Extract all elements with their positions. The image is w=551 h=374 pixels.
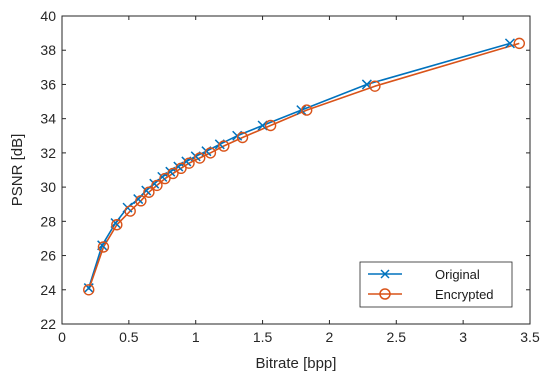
encrypted-point [218, 140, 230, 152]
encrypted-point [204, 147, 217, 159]
y-tick-label: 24 [40, 282, 56, 298]
encrypted-point [183, 157, 195, 169]
encrypted-point [111, 219, 123, 231]
axis-ticks: 0 0.5 1 1.5 2 2.5 3 3.5 22 24 26 28 30 32 34 36 38 40 [40, 8, 540, 345]
encrypted-point [143, 186, 155, 198]
x-tick-label: 0.5 [119, 329, 139, 345]
y-tick-label: 30 [40, 179, 56, 195]
original-point [257, 120, 268, 131]
encrypted-point [513, 37, 526, 50]
encrypted-point [83, 284, 95, 296]
y-tick-label: 28 [40, 213, 56, 229]
y-axis-title: PSNR [dB] [9, 134, 26, 207]
encrypted-point [97, 241, 110, 253]
legend-original-label: Original [435, 267, 480, 282]
y-tick-label: 40 [40, 8, 56, 24]
x-tick-label: 0 [58, 329, 66, 345]
original-point [504, 38, 515, 49]
y-tick-label: 32 [40, 145, 56, 161]
y-tick-label: 36 [40, 76, 56, 92]
encrypted-point [264, 119, 277, 132]
encrypted-point [175, 162, 187, 174]
encrypted-point [167, 167, 179, 180]
x-tick-label: 3 [459, 329, 467, 345]
y-tick-label: 22 [40, 316, 56, 332]
y-tick-label: 38 [40, 42, 56, 58]
encrypted-point [236, 131, 249, 144]
legend-box [359, 261, 513, 308]
y-tick-label: 34 [40, 111, 56, 127]
series-layer [83, 37, 526, 296]
encrypted-point [300, 104, 313, 116]
x-tick-label: 1.5 [253, 329, 273, 345]
x-tick-label: 1 [192, 329, 200, 345]
x-axis-title: Bitrate [bpp] [256, 355, 337, 372]
encrypted-point [159, 172, 171, 185]
encrypted-point [151, 179, 163, 192]
encrypted-point [369, 80, 381, 92]
encrypted-point [135, 195, 147, 207]
legend-encrypted-label: Encrypted [435, 287, 494, 302]
x-tick-label: 2 [326, 329, 334, 345]
legend: Original Encrypted [359, 261, 513, 308]
encrypted-point [194, 152, 206, 164]
x-tick-label: 3.5 [520, 329, 540, 345]
legend-original-marker [380, 269, 390, 279]
legend-encrypted-marker [379, 288, 391, 300]
y-tick-label: 26 [40, 248, 56, 264]
x-tick-label: 2.5 [387, 329, 407, 345]
encrypted-point [124, 205, 136, 217]
